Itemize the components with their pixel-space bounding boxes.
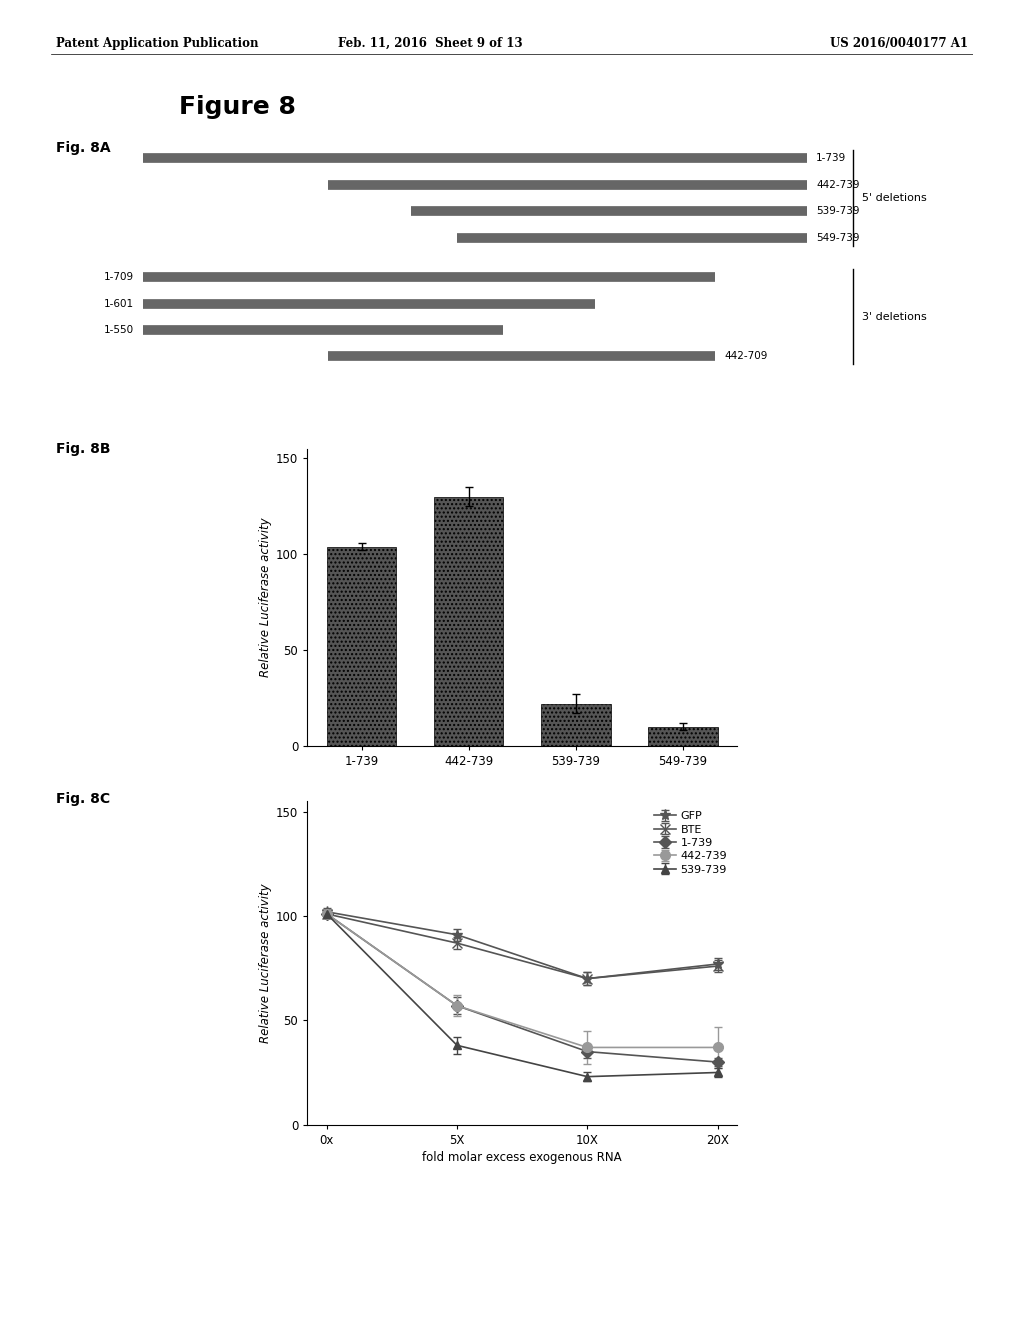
Y-axis label: Relative Luciferase activity: Relative Luciferase activity — [259, 517, 271, 677]
Bar — [541, 704, 610, 746]
Text: 5' deletions: 5' deletions — [862, 193, 927, 203]
Text: 3' deletions: 3' deletions — [862, 312, 927, 322]
Text: 1-601: 1-601 — [104, 298, 134, 309]
Text: 539-739: 539-739 — [816, 206, 859, 216]
Bar — [434, 496, 504, 746]
Text: Fig. 8B: Fig. 8B — [56, 442, 111, 457]
Text: 1-709: 1-709 — [104, 272, 134, 282]
Bar — [648, 726, 718, 746]
Text: Fig. 8C: Fig. 8C — [56, 792, 111, 807]
Text: 442-709: 442-709 — [724, 351, 767, 362]
X-axis label: fold molar excess exogenous RNA: fold molar excess exogenous RNA — [423, 1151, 622, 1164]
Legend: GFP, BTE, 1-739, 442-739, 539-739: GFP, BTE, 1-739, 442-739, 539-739 — [649, 807, 732, 879]
Text: Fig. 8A: Fig. 8A — [56, 141, 111, 156]
Text: 1-550: 1-550 — [104, 325, 134, 335]
Text: US 2016/0040177 A1: US 2016/0040177 A1 — [829, 37, 968, 50]
Text: Figure 8: Figure 8 — [179, 95, 296, 119]
Text: 442-739: 442-739 — [816, 180, 859, 190]
Y-axis label: Relative Luciferase activity: Relative Luciferase activity — [259, 883, 271, 1043]
Bar — [327, 546, 396, 746]
Text: Feb. 11, 2016  Sheet 9 of 13: Feb. 11, 2016 Sheet 9 of 13 — [338, 37, 522, 50]
Text: Patent Application Publication: Patent Application Publication — [56, 37, 259, 50]
Text: 1-739: 1-739 — [816, 153, 847, 164]
Text: 549-739: 549-739 — [816, 232, 859, 243]
